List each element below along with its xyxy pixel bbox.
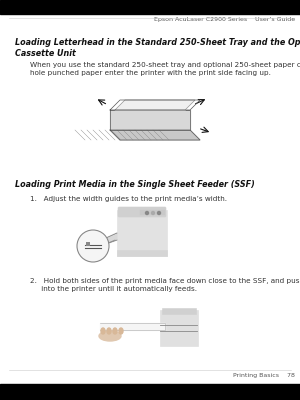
Bar [140,210,165,215]
Text: Epson AcuLaser C2900 Series    User’s Guide: Epson AcuLaser C2900 Series User’s Guide [154,17,295,22]
Text: Loading Print Media in the Single Sheet Feeder (SSF): Loading Print Media in the Single Sheet … [15,180,255,189]
Ellipse shape [101,328,105,334]
Ellipse shape [119,328,123,334]
Text: Printing Basics    78: Printing Basics 78 [233,373,295,378]
Bar [86,242,90,246]
Polygon shape [100,323,165,330]
Text: When you use the standard 250-sheet tray and optional 250-sheet paper cassette u: When you use the standard 250-sheet tray… [30,62,300,76]
Polygon shape [95,233,117,248]
Bar [117,250,167,256]
Polygon shape [110,110,190,130]
Bar [160,310,198,346]
Circle shape [146,212,148,214]
Ellipse shape [113,328,117,334]
FancyBboxPatch shape [118,207,166,217]
Polygon shape [115,100,195,110]
Bar [0,384,300,400]
Bar [162,308,196,314]
Text: Loading Letterhead in the Standard 250-Sheet Tray and the Optional 250-Sheet Pap: Loading Letterhead in the Standard 250-S… [15,38,300,58]
Polygon shape [110,130,200,140]
Ellipse shape [99,331,121,341]
Circle shape [152,212,154,214]
Text: 1.   Adjust the width guides to the print media’s width.: 1. Adjust the width guides to the print … [30,196,227,202]
Bar [0,0,300,14]
Circle shape [77,230,109,262]
Text: 2.   Hold both sides of the print media face down close to the SSF, and push it : 2. Hold both sides of the print media fa… [30,278,300,292]
Ellipse shape [107,328,111,334]
Circle shape [158,212,160,214]
Bar [117,210,167,256]
